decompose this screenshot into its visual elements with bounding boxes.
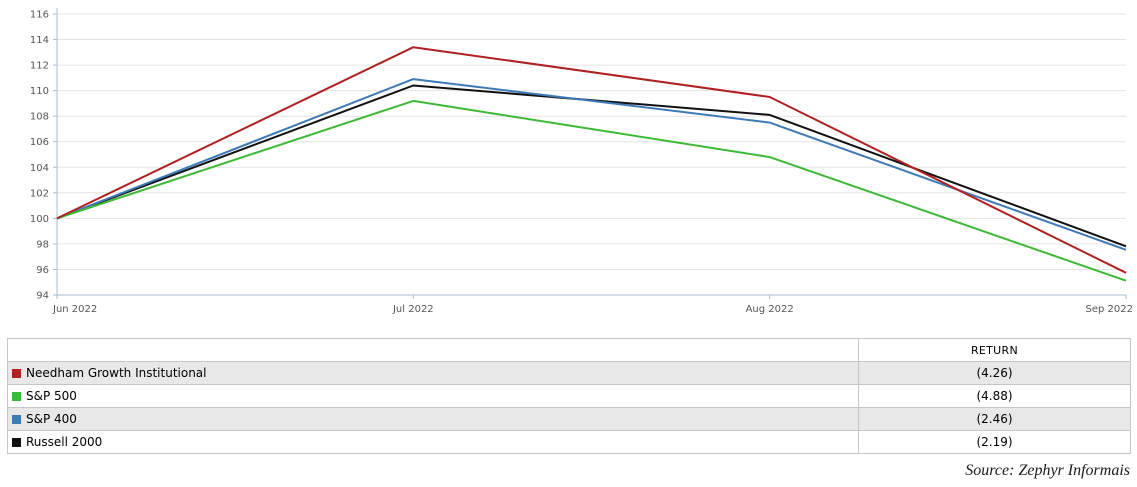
series-label: S&P 500 [26, 389, 77, 403]
performance-chart: 94 96 98 100 102 104 106 108 110 112 114 116 Jun 202… [30, 8, 1133, 315]
table-row: Russell 2000 (2.19) [7, 430, 1131, 454]
table-row: Needham Growth Institutional (4.26) [7, 361, 1131, 385]
series-swatch-icon [12, 415, 21, 424]
svg-text:116: 116 [30, 10, 49, 21]
source-note: Source: Zephyr Informais [965, 462, 1130, 479]
series-swatch-icon [12, 438, 21, 447]
return-value: (2.46) [858, 407, 1131, 431]
table-header-row: RETURN [7, 338, 1131, 362]
svg-text:104: 104 [30, 163, 49, 174]
series-swatch-icon [12, 392, 21, 401]
returns-table: RETURN Needham Growth Institutional (4.2… [7, 338, 1131, 454]
name-column-header [7, 338, 859, 362]
series-label: Needham Growth Institutional [26, 366, 207, 380]
svg-text:98: 98 [36, 239, 49, 250]
series-label: S&P 400 [26, 412, 77, 426]
svg-text:100: 100 [30, 214, 49, 225]
svg-text:110: 110 [30, 86, 49, 97]
return-value: (4.26) [858, 361, 1131, 385]
svg-text:Jul 2022: Jul 2022 [392, 304, 434, 315]
series-label: Russell 2000 [26, 435, 103, 449]
performance-chart-svg: 94 96 98 100 102 104 106 108 110 112 114 116 Jun 202… [30, 8, 1133, 315]
table-row: S&P 500 (4.88) [7, 384, 1131, 408]
return-value: (2.19) [858, 430, 1131, 454]
return-value: (4.88) [858, 384, 1131, 408]
svg-text:Aug 2022: Aug 2022 [746, 304, 794, 315]
series-swatch-icon [12, 369, 21, 378]
svg-text:106: 106 [30, 137, 49, 148]
svg-text:94: 94 [36, 291, 49, 302]
svg-text:Jun 2022: Jun 2022 [52, 304, 97, 315]
return-column-header: RETURN [858, 338, 1131, 362]
svg-text:112: 112 [30, 61, 49, 72]
table-row: S&P 400 (2.46) [7, 407, 1131, 431]
svg-text:96: 96 [36, 265, 49, 276]
svg-text:108: 108 [30, 112, 49, 123]
svg-text:114: 114 [30, 35, 49, 46]
svg-text:102: 102 [30, 188, 49, 199]
svg-text:Sep 2022: Sep 2022 [1086, 304, 1133, 315]
